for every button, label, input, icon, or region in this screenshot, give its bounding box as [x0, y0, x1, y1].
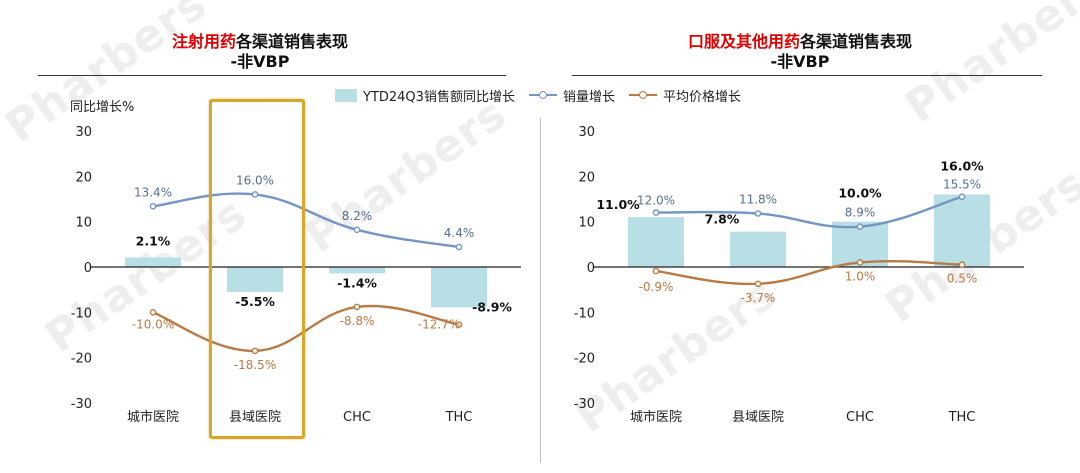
left-sales-data-label: -8.9%: [472, 299, 512, 314]
right-sales-data-label: 10.0%: [838, 186, 882, 201]
left-category-label: 城市医院: [127, 409, 179, 425]
right-category-label: 城市医院: [630, 409, 682, 425]
left-y-tick-label: -30: [71, 397, 92, 412]
left-sales-bar: [227, 267, 283, 292]
left-price-point: [149, 309, 157, 316]
left-volume-data-label: 4.4%: [444, 226, 475, 240]
legend-label-price: 平均价格增长: [662, 89, 741, 105]
left-panel-title: 注射用药各渠道销售表现 -非VBP: [90, 32, 430, 72]
right-sales-data-label: 7.8%: [705, 212, 740, 227]
left-y-tick-label: 0: [84, 261, 92, 276]
left-title-rest: 各渠道销售表现: [236, 32, 349, 51]
right-sales-data-label: 11.0%: [596, 197, 640, 212]
legend-item-sales: YTD24Q3销售额同比增长: [335, 86, 515, 105]
right-y-tick-label: 0: [587, 261, 595, 276]
left-y-tick-label: 10: [75, 216, 92, 231]
right-price-data-label: 0.5%: [947, 272, 978, 286]
right-title-rest: 各渠道销售表现: [800, 32, 913, 51]
right-price-line: [655, 259, 963, 286]
right-price-data-label: 1.0%: [845, 269, 876, 283]
left-y-axis-unit: 同比增长%: [70, 100, 135, 115]
left-category-label: CHC: [343, 410, 371, 425]
right-volume-line: [655, 195, 963, 229]
right-y-tick-label: 30: [578, 125, 595, 140]
right-price-point: [754, 280, 762, 288]
right-volume-data-label: 12.0%: [637, 194, 675, 208]
left-volume-data-label: 16.0%: [236, 173, 274, 187]
left-y-tick-label: -20: [71, 352, 92, 367]
panel-divider: [540, 118, 541, 463]
left-volume-point: [251, 191, 259, 198]
right-price-data-label: -3.7%: [741, 291, 776, 305]
left-y-tick-label: 20: [75, 170, 92, 185]
left-y-tick-label: -10: [71, 306, 92, 321]
left-price-point: [353, 303, 361, 311]
left-sales-bar: [329, 267, 385, 274]
left-price-data-label: -10.0%: [132, 317, 174, 331]
right-price-point: [958, 261, 966, 269]
left-price-data-label: -8.8%: [340, 314, 375, 328]
right-y-tick-label: -10: [574, 306, 595, 321]
left-volume-data-label: 8.2%: [342, 209, 373, 223]
right-volume-point: [856, 223, 864, 230]
highlight-box-county-hospital: [209, 99, 305, 439]
right-category-label: 县域医院: [732, 410, 784, 425]
left-sales-bar: [125, 257, 181, 267]
left-volume-line: [152, 192, 460, 249]
right-subtitle: -非VBP: [770, 52, 830, 71]
right-sales-bar: [628, 217, 684, 267]
right-sales-bar: [934, 194, 990, 267]
right-price-point: [652, 267, 660, 275]
legend-volume-swatch: [528, 90, 557, 100]
right-volume-data-label: 11.8%: [739, 193, 777, 207]
right-volume-data-label: 15.5%: [943, 178, 981, 192]
left-category-label: THC: [445, 410, 473, 425]
legend-item-volume: 销量增长: [528, 86, 615, 105]
right-price-point: [856, 259, 864, 266]
left-title-rule: [38, 75, 506, 76]
right-volume-point: [958, 193, 966, 201]
left-title-highlight: 注射用药: [171, 32, 236, 51]
right-title-highlight: 口服及其他用药: [687, 32, 800, 51]
right-sales-data-label: 16.0%: [940, 158, 984, 173]
right-category-label: CHC: [846, 410, 874, 425]
right-title-rule: [572, 75, 1042, 76]
left-price-line: [152, 304, 460, 353]
right-sales-bar: [730, 231, 786, 267]
left-price-point: [455, 321, 463, 328]
right-y-tick-label: 10: [578, 216, 595, 231]
left-subtitle: -非VBP: [230, 52, 290, 71]
left-volume-point: [149, 202, 157, 210]
left-volume-point: [353, 226, 361, 234]
right-volume-data-label: 8.9%: [845, 206, 876, 220]
left-sales-data-label: -1.4%: [337, 275, 377, 290]
right-volume-point: [652, 209, 660, 216]
left-price-point: [251, 347, 259, 355]
left-category-label: 县域医院: [229, 410, 281, 425]
legend-price-swatch: [628, 90, 657, 100]
left-price-data-label: -18.5%: [234, 358, 276, 372]
left-volume-point: [455, 243, 463, 251]
right-price-data-label: -0.9%: [639, 280, 674, 294]
left-y-tick-label: 30: [75, 125, 92, 140]
right-panel-title: 口服及其他用药各渠道销售表现 -非VBP: [630, 32, 970, 72]
left-sales-data-label: -5.5%: [235, 294, 275, 309]
right-y-tick-label: -30: [574, 397, 595, 412]
right-volume-point: [754, 210, 762, 217]
left-volume-data-label: 13.4%: [134, 185, 172, 199]
right-category-label: THC: [948, 410, 976, 425]
chart-legend: YTD24Q3销售额同比增长 销量增长 平均价格增长: [335, 84, 741, 106]
left-sales-data-label: 2.1%: [136, 233, 171, 248]
left-price-data-label: -12.7%: [418, 318, 460, 332]
legend-item-price: 平均价格增长: [628, 86, 741, 105]
legend-label-sales: YTD24Q3销售额同比增长: [363, 89, 515, 105]
legend-label-volume: 销量增长: [562, 89, 615, 105]
right-y-tick-label: 20: [578, 170, 595, 185]
right-y-tick-label: -20: [574, 352, 595, 367]
left-sales-bar: [431, 267, 487, 308]
legend-bar-swatch: [335, 88, 357, 102]
